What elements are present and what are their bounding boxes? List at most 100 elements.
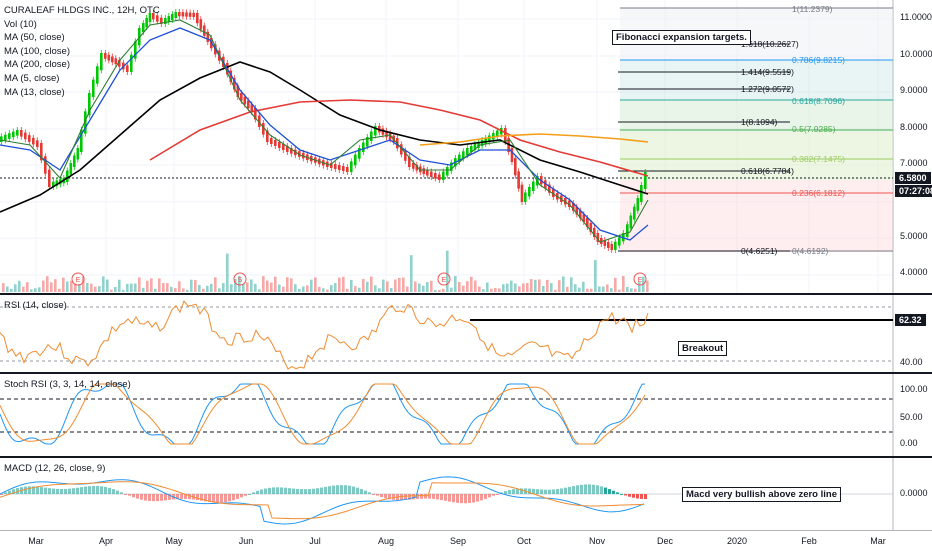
volume-bar [334, 283, 337, 292]
volume-bar [354, 286, 357, 292]
price-tick: 10.0000 [900, 49, 932, 59]
time-axis[interactable] [0, 530, 932, 551]
macd-histogram-bar [284, 487, 287, 494]
legend-ma100[interactable]: MA (100, close) [4, 45, 70, 57]
macd-legend[interactable]: MACD (12, 26, close, 9) [4, 463, 106, 474]
volume-bar [54, 279, 57, 292]
volume-bar [14, 284, 17, 292]
volume-bar [282, 286, 285, 292]
rsi-line [0, 299, 649, 370]
candle-body [178, 12, 181, 17]
macd-histogram-bar [424, 494, 427, 499]
macd-histogram-bar [40, 487, 43, 494]
macd-annotation[interactable]: Macd very bullish above zero line [682, 487, 841, 502]
x-tick: Apr [98, 536, 114, 546]
legend-ma13[interactable]: MA (13, close) [4, 86, 65, 98]
volume-bar [490, 288, 493, 292]
volume-bar [378, 288, 381, 292]
macd-chart[interactable] [0, 458, 932, 530]
legend-ma50[interactable]: MA (50, close) [4, 32, 65, 44]
volume-bar [286, 277, 289, 292]
rsi-pane[interactable]: RSI (14, close) 40.00 62.32 Breakout [0, 295, 932, 372]
volume-bar [274, 276, 277, 292]
candle-body [446, 167, 449, 176]
macd-histogram-bar [252, 492, 255, 494]
candle-body [354, 154, 357, 166]
macd-histogram-bar [340, 485, 343, 494]
macd-histogram-bar [400, 494, 403, 501]
legend-vol[interactable]: Vol (10) [4, 18, 37, 30]
candle-body [164, 18, 167, 24]
candle-body [466, 148, 469, 156]
candle-body [192, 12, 195, 17]
pane-separator[interactable] [0, 293, 932, 295]
price-pane[interactable]: E S E E CURALEAF HLDGS INC., 12H, OTC Vol (… [0, 0, 932, 293]
candle-body [286, 146, 289, 152]
legend-ma200[interactable]: MA (200, close) [4, 59, 70, 71]
volume-bar [142, 287, 145, 292]
macd-histogram-bar [348, 485, 351, 494]
candle-body [552, 188, 555, 197]
pane-separator[interactable] [0, 456, 932, 458]
candle-body [8, 133, 11, 139]
macd-histogram-bar [8, 490, 11, 494]
fib-ext-label: 1.618(10.2627) [741, 39, 799, 49]
fib-ext-label: 0(4.6251) [741, 246, 778, 256]
volume-bar [346, 288, 349, 292]
candle-body [104, 53, 107, 59]
candle-body [142, 23, 145, 32]
candle-body [544, 180, 547, 189]
macd-histogram-bar [408, 494, 411, 500]
macd-histogram-bar [16, 488, 19, 494]
x-tick: Mar [870, 536, 886, 546]
volume-bar [22, 286, 25, 292]
macd-histogram-bar [444, 494, 447, 501]
macd-histogram-bar [224, 494, 227, 503]
macd-histogram-bar [76, 487, 79, 494]
volume-bar [438, 289, 441, 292]
legend-ma5[interactable]: MA (5, close) [4, 72, 60, 84]
volume-bar [366, 281, 369, 292]
macd-histogram-bar [112, 489, 115, 494]
volume-bar [98, 286, 101, 292]
volume-bar [94, 286, 97, 292]
volume-bar [46, 276, 49, 292]
rsi-chart[interactable] [0, 295, 932, 372]
candle-body [266, 130, 269, 142]
candle-body [330, 163, 333, 168]
volume-bar [218, 288, 221, 292]
fib-targets-annotation[interactable]: Fibonacci expansion targets. [612, 30, 751, 45]
volume-bar [478, 286, 481, 292]
candle-body [633, 206, 636, 220]
rsi-tick: 40.00 [900, 357, 923, 367]
x-tick: Nov [588, 536, 606, 546]
pane-separator[interactable] [0, 372, 932, 374]
candle-body [250, 104, 254, 112]
stoch-k-line [0, 383, 646, 445]
macd-histogram-bar [116, 490, 119, 494]
volume-bar [630, 288, 633, 292]
macd-histogram-bar [576, 485, 579, 494]
macd-histogram-bar [624, 494, 627, 496]
candle-body [188, 12, 192, 17]
volume-bar [78, 284, 81, 292]
macd-histogram-bar [136, 494, 139, 499]
price-tick: 11.0000 [900, 12, 932, 22]
rsi-legend[interactable]: RSI (14, close) [4, 300, 67, 311]
stoch-chart[interactable] [0, 374, 932, 456]
stoch-legend[interactable]: Stoch RSI (3, 3, 14, 14, close) [4, 379, 131, 390]
macd-pane[interactable]: MACD (12, 26, close, 9) 0.0000 Macd very… [0, 458, 932, 530]
macd-histogram-bar [68, 488, 71, 494]
breakout-annotation[interactable]: Breakout [678, 341, 728, 356]
macd-histogram-bar [280, 487, 283, 494]
countdown-badge: 07:27:08 [895, 185, 932, 197]
stoch-pane[interactable]: Stoch RSI (3, 3, 14, 14, close) 100.00 5… [0, 374, 932, 456]
volume-bar [530, 279, 533, 292]
macd-histogram-bar [324, 486, 327, 494]
ma5-line [0, 19, 649, 243]
candle-body [618, 237, 621, 246]
volume-bar [382, 279, 385, 292]
volume-bar [626, 286, 629, 292]
volume-bar [638, 282, 641, 292]
